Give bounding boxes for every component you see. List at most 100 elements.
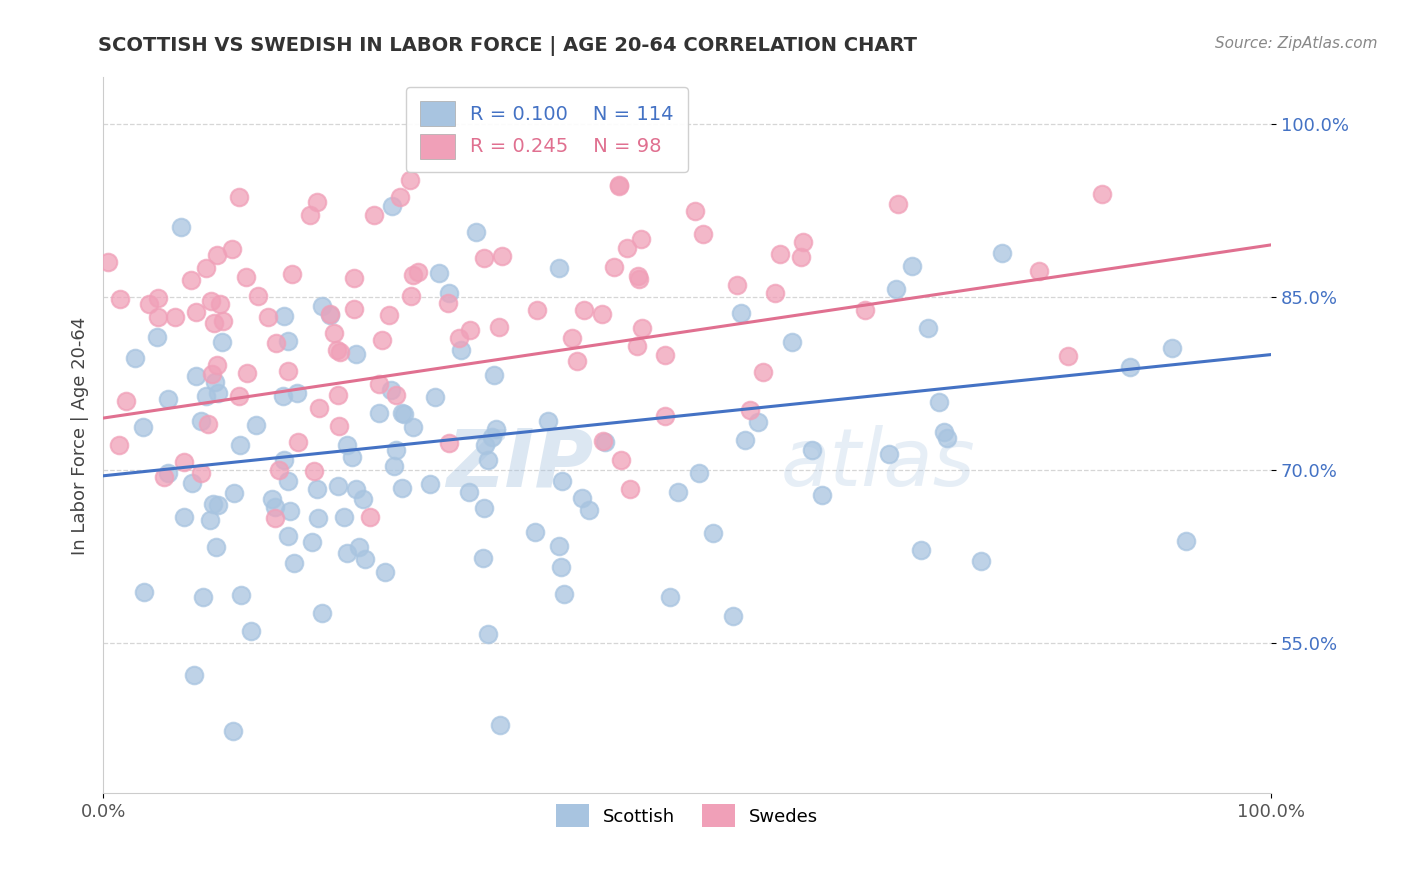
Point — [183, 668, 205, 682]
Point — [134, 585, 156, 599]
Point — [472, 501, 495, 516]
Point — [186, 305, 208, 319]
Point — [751, 366, 773, 380]
Point — [343, 271, 366, 285]
Point — [1056, 349, 1078, 363]
Point — [264, 336, 287, 351]
Point — [537, 414, 560, 428]
Point — [153, 470, 176, 484]
Point — [307, 483, 329, 497]
Point — [901, 260, 924, 274]
Point — [186, 368, 208, 383]
Point — [447, 331, 470, 345]
Point — [382, 459, 405, 474]
Point — [190, 466, 212, 480]
Point — [630, 320, 652, 334]
Point — [666, 485, 689, 500]
Point — [235, 366, 257, 380]
Point — [571, 491, 593, 505]
Point — [886, 197, 908, 211]
Point — [240, 624, 263, 638]
Point — [853, 303, 876, 318]
Point — [458, 485, 481, 500]
Point — [464, 225, 486, 239]
Point — [801, 442, 824, 457]
Point — [108, 292, 131, 306]
Point — [287, 434, 309, 449]
Point — [228, 190, 250, 204]
Point — [450, 343, 472, 357]
Point — [205, 540, 228, 554]
Point — [578, 503, 600, 517]
Point — [180, 476, 202, 491]
Point — [208, 297, 231, 311]
Point — [630, 231, 652, 245]
Point — [609, 178, 631, 193]
Point — [115, 393, 138, 408]
Point — [195, 261, 218, 276]
Point — [138, 297, 160, 311]
Point — [207, 498, 229, 512]
Point — [262, 492, 284, 507]
Point — [917, 321, 939, 335]
Point — [399, 173, 422, 187]
Point — [474, 437, 496, 451]
Point — [1119, 359, 1142, 374]
Point — [211, 334, 233, 349]
Point — [458, 323, 481, 337]
Point — [191, 591, 214, 605]
Point — [548, 260, 571, 275]
Point — [658, 590, 681, 604]
Point — [329, 345, 352, 359]
Point — [198, 513, 221, 527]
Point — [780, 335, 803, 350]
Point — [592, 434, 614, 448]
Point — [747, 415, 769, 429]
Point — [565, 354, 588, 368]
Point — [277, 529, 299, 543]
Point — [328, 419, 350, 434]
Point — [301, 534, 323, 549]
Point — [547, 539, 569, 553]
Point — [146, 310, 169, 325]
Point — [381, 198, 404, 212]
Point — [319, 308, 342, 322]
Point — [385, 388, 408, 402]
Point — [277, 474, 299, 488]
Point — [702, 526, 724, 541]
Point — [969, 554, 991, 568]
Point — [627, 269, 650, 284]
Point — [367, 406, 389, 420]
Point — [402, 420, 425, 434]
Point — [273, 309, 295, 323]
Point — [107, 438, 129, 452]
Point — [170, 219, 193, 234]
Point — [344, 483, 367, 497]
Point — [591, 307, 613, 321]
Text: Source: ZipAtlas.com: Source: ZipAtlas.com — [1215, 36, 1378, 51]
Point — [790, 250, 813, 264]
Point — [281, 268, 304, 282]
Point — [354, 552, 377, 566]
Point — [323, 326, 346, 341]
Point — [97, 254, 120, 268]
Point — [419, 477, 441, 491]
Point — [277, 334, 299, 349]
Point — [344, 347, 367, 361]
Point — [221, 242, 243, 256]
Point — [477, 452, 499, 467]
Point — [368, 377, 391, 392]
Point — [157, 467, 180, 481]
Point — [425, 390, 447, 404]
Point — [311, 606, 333, 620]
Point — [560, 331, 582, 345]
Point — [763, 286, 786, 301]
Point — [273, 453, 295, 467]
Point — [229, 588, 252, 602]
Point — [877, 447, 900, 461]
Point — [200, 294, 222, 309]
Point — [374, 565, 396, 579]
Point — [190, 414, 212, 428]
Point — [471, 551, 494, 566]
Point — [523, 525, 546, 540]
